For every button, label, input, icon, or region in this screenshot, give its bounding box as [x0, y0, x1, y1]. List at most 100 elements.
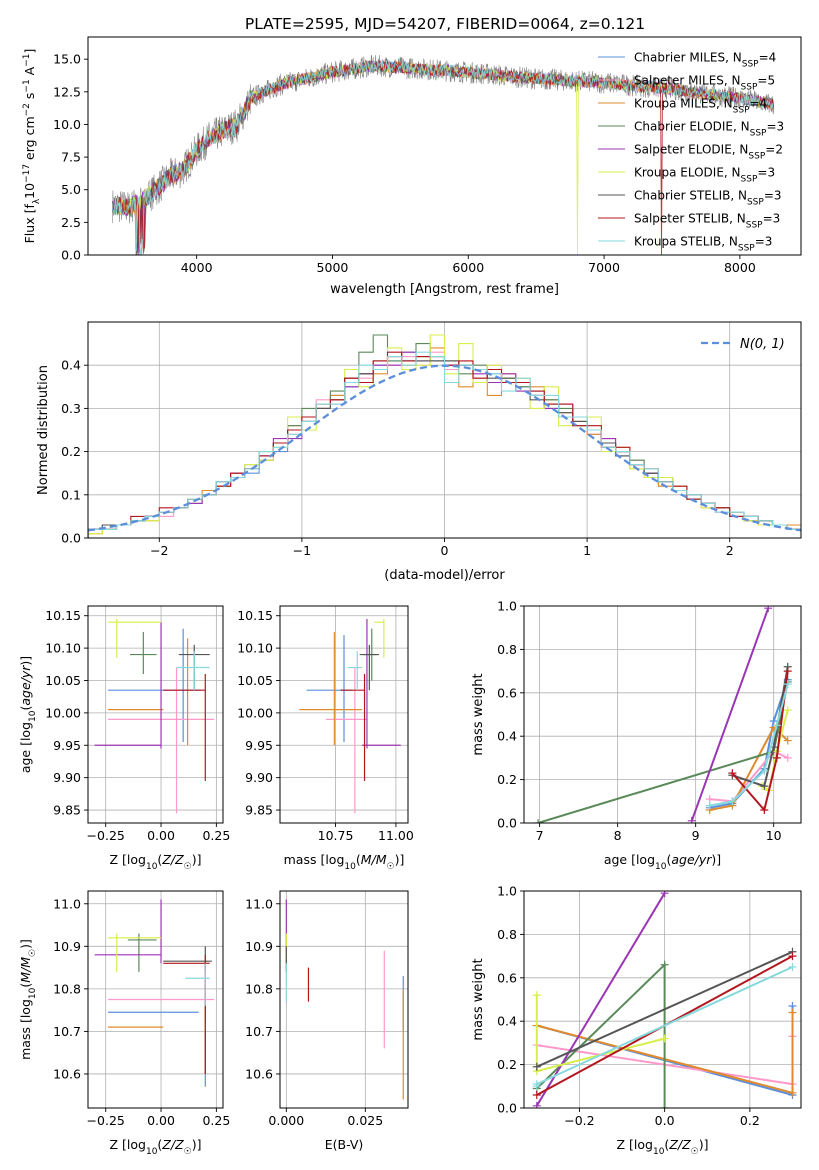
label-part: Z/Z	[161, 1137, 184, 1152]
y-tick-label: 0.2	[497, 1057, 517, 1072]
plus-marker	[532, 1062, 541, 1071]
legend-text: Chabrier MILES, N	[634, 51, 742, 65]
legend-sub: SSP	[747, 198, 764, 208]
x-tick-label: 0.0	[655, 1113, 675, 1128]
legend-entry: Kroupa MILES, NSSP=4	[634, 97, 767, 116]
label-part: Z/Z	[668, 1137, 691, 1152]
plus-marker	[772, 753, 781, 762]
axes-frame	[87, 605, 224, 824]
legend-text: Kroupa MILES, N	[634, 97, 733, 111]
axes-frame	[279, 605, 409, 824]
label-part: )]	[18, 939, 33, 949]
y-tick-label: 0.0	[61, 248, 81, 263]
x-tick-label: −0.2	[564, 1113, 594, 1128]
y-tick-label: 5.0	[61, 182, 81, 197]
y-axis-label: Flux [fλ10−17 erg cm−2 s−1 A−1]	[22, 49, 42, 244]
legend-entry: Chabrier MILES, NSSP=4	[634, 51, 776, 70]
plus-marker	[660, 960, 669, 969]
y-axis-label: Normed distribution	[36, 365, 51, 495]
y-tick-label: 10.0	[53, 117, 81, 132]
plus-marker	[705, 801, 714, 810]
x-tick-label: 11.00	[378, 828, 414, 843]
y-tick-label: 10.6	[53, 1066, 81, 1081]
plus-marker	[760, 782, 769, 791]
y-tick-label: 9.90	[245, 770, 273, 785]
plus-marker	[760, 805, 769, 814]
label-part: −1	[22, 54, 32, 67]
x-tick-label: 0.25	[202, 828, 230, 843]
x-axis-label: (data-model)/error	[384, 568, 505, 583]
axes-frame	[523, 605, 802, 824]
plus-marker	[788, 962, 797, 971]
label-part: −17	[22, 164, 32, 183]
label-part: age/yr	[18, 665, 33, 706]
y-tick-label: 1.0	[497, 884, 517, 899]
x-tick-label: 0.025	[347, 1113, 383, 1128]
label-part: (	[664, 1137, 669, 1152]
y-tick-label: 10.8	[245, 981, 273, 996]
x-tick-label: 7000	[588, 260, 620, 275]
axes-mass-vs-ebv: 0.000 0.025 10.6 10.7 10.8 10.9 11.0 E(B-V)	[245, 890, 409, 1152]
label-part: (	[18, 983, 33, 988]
legend-entry: Salpeter MILES, NSSP=5	[634, 74, 775, 93]
legend-text: Kroupa STELIB, N	[634, 235, 738, 249]
label-part: (	[157, 852, 162, 867]
x-axis-label: E(B-V)	[325, 1137, 364, 1152]
y-tick-label: 10.10	[237, 641, 273, 656]
legend-sub: SSP	[748, 152, 765, 162]
y-tick-label: 0.3	[61, 401, 81, 416]
legend-tail: =5	[757, 74, 775, 88]
y-tick-label: 9.95	[53, 738, 81, 753]
weight-line-5	[535, 892, 666, 1107]
label-part: )]	[18, 656, 33, 666]
plus-marker	[728, 769, 737, 778]
y-axis-label: mass [log10(M/M☉)]	[18, 939, 38, 1060]
y-tick-label: 10.05	[237, 673, 273, 688]
label-part: 10	[28, 710, 38, 722]
y-tick-label: 15.0	[53, 52, 81, 67]
legend-entry: Kroupa STELIB, NSSP=3	[634, 235, 772, 254]
plus-marker	[788, 1008, 797, 1017]
label-part: Z [log	[617, 1137, 653, 1152]
legend-text: Chabrier STELIB, N	[634, 189, 747, 203]
label-part: 10	[28, 987, 38, 999]
label-part: ☉	[28, 949, 38, 957]
legend-tail: =2	[765, 143, 783, 157]
y-tick-label: 10.15	[237, 608, 273, 623]
legend-tail: =4	[759, 51, 777, 65]
x-tick-label: 0.2	[740, 1113, 760, 1128]
plus-marker	[532, 1090, 541, 1099]
errorbar-point-9	[347, 651, 363, 691]
x-tick-label: 2	[726, 543, 734, 558]
y-tick-label: 0.1	[61, 487, 81, 502]
y-tick-label: 0.2	[497, 772, 517, 787]
label-part: )]	[192, 1137, 202, 1152]
axes-frame	[87, 36, 802, 256]
y-axis-label: mass weight	[471, 958, 486, 1040]
label-part: mass [log	[284, 852, 345, 867]
label-part: Z [log	[110, 852, 146, 867]
label-part: wavelength [Angstrom, rest frame]	[330, 282, 559, 297]
x-axis-label: age [log10(age/yr)]	[604, 852, 721, 872]
label-part: age/yr	[671, 852, 712, 867]
y-tick-label: 10.15	[45, 608, 81, 623]
x-tick-label: 0	[441, 543, 449, 558]
label-part: age [log	[604, 852, 655, 867]
legend-tail: =3	[766, 120, 784, 134]
label-part: (	[157, 1137, 162, 1152]
x-tick-label: 10.75	[318, 828, 354, 843]
legend-tail: =3	[755, 235, 773, 249]
legend-sub: SSP	[741, 175, 758, 185]
plus-marker	[532, 1101, 541, 1108]
errorbar-point-8	[340, 674, 366, 781]
legend-tail: =4	[750, 97, 768, 111]
label-part: Z [log	[110, 1137, 146, 1152]
y-tick-label: 11.0	[245, 896, 273, 911]
plot-area-spectrum	[111, 54, 775, 255]
x-tick-label: −2	[150, 543, 168, 558]
label-part: 10	[22, 183, 37, 199]
label-part: (	[356, 852, 361, 867]
